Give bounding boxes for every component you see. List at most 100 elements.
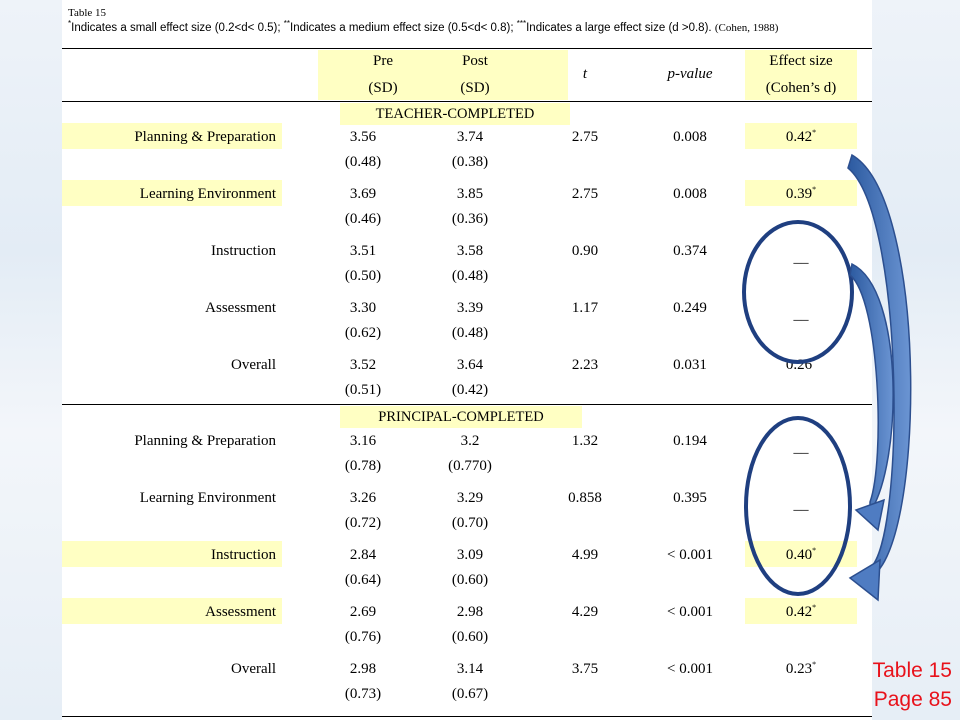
t-value: 0.90 (571, 243, 599, 259)
effect-size: __ (745, 439, 857, 457)
effect-value: 0.26 (785, 357, 813, 373)
effect-size: 0.39* (745, 185, 857, 203)
pre-value: 3.69 (349, 186, 377, 202)
p-value: 0.374 (673, 243, 707, 259)
p-value: 0.194 (673, 433, 707, 449)
small-mark: * (68, 19, 72, 29)
section-rule (62, 404, 872, 405)
post-value: 3.2 (460, 433, 480, 449)
effect-size: __ (745, 496, 857, 514)
post-value: 2.98 (456, 604, 484, 620)
pre-value: 2.98 (349, 661, 377, 677)
effect-size-note: *Indicates a small effect size (0.2<d< 0… (68, 19, 948, 36)
effect-value: 0.42 (785, 129, 813, 145)
col-t: t (582, 66, 588, 82)
col-pre-sd: (SD) (368, 80, 398, 96)
pre-sd: (0.50) (344, 268, 382, 284)
post-sd: (0.38) (451, 154, 489, 170)
row-label: Overall (231, 661, 276, 677)
effect-star: * (812, 128, 817, 137)
effect-star: * (812, 546, 817, 555)
citation: (Cohen, 1988) (714, 22, 779, 34)
col-effect-sub: (Cohen’s d) (765, 80, 837, 96)
p-value: < 0.001 (667, 547, 713, 563)
effect-size: 0.26* (745, 356, 857, 374)
page-note-page: Page 85 (873, 688, 952, 711)
post-value: 3.39 (456, 300, 484, 316)
effect-value: __ (793, 307, 809, 323)
post-value: 3.14 (456, 661, 484, 677)
p-value: 0.395 (673, 490, 707, 506)
post-sd: (0.48) (451, 268, 489, 284)
pre-sd: (0.46) (344, 211, 382, 227)
pre-value: 3.16 (349, 433, 377, 449)
post-value: 3.74 (456, 129, 484, 145)
effect-star: * (812, 603, 817, 612)
post-sd: (0.36) (451, 211, 489, 227)
row-label: Overall (231, 357, 276, 373)
large-mark: *** (516, 19, 527, 29)
p-value: < 0.001 (667, 604, 713, 620)
row-label: Assessment (205, 604, 276, 620)
effect-star: * (812, 185, 817, 194)
t-value: 2.75 (571, 186, 599, 202)
row-highlight (62, 180, 282, 206)
t-value: 3.75 (571, 661, 599, 677)
effect-star: * (812, 356, 817, 365)
post-value: 3.09 (456, 547, 484, 563)
row-label: Learning Environment (139, 186, 276, 202)
col-p: p-value (667, 66, 713, 82)
post-value: 3.29 (456, 490, 484, 506)
pre-sd: (0.78) (344, 458, 382, 474)
post-sd: (0.48) (451, 325, 489, 341)
pre-sd: (0.48) (344, 154, 382, 170)
t-value: 1.32 (571, 433, 599, 449)
pre-sd: (0.73) (344, 686, 382, 702)
col-effect: Effect size (769, 53, 833, 69)
effect-value: __ (793, 497, 809, 513)
p-value: 0.008 (673, 186, 707, 202)
row-label: Instruction (211, 547, 276, 563)
section-highlight (340, 406, 582, 428)
pre-sd: (0.72) (344, 515, 382, 531)
medium-mark: ** (283, 19, 291, 29)
col-post-sd: (SD) (460, 80, 490, 96)
effect-size: 0.40* (745, 546, 857, 564)
pre-sd: (0.62) (344, 325, 382, 341)
post-sd: (0.60) (451, 572, 489, 588)
col-pre: Pre (373, 53, 393, 69)
row-label: Planning & Preparation (134, 129, 276, 145)
col-post: Post (462, 53, 488, 69)
effect-value: 0.23 (785, 661, 813, 677)
effect-highlight (745, 123, 857, 149)
note-large: Indicates a large effect size (d >0.8). (526, 22, 712, 34)
section-highlight (340, 103, 570, 125)
t-value: 4.99 (571, 547, 599, 563)
pre-sd: (0.76) (344, 629, 382, 645)
effect-value: __ (793, 440, 809, 456)
effect-header-highlight (745, 50, 857, 100)
effect-size: 0.42* (745, 603, 857, 621)
top-rule (62, 48, 872, 49)
effect-highlight (745, 598, 857, 624)
effect-value: 0.40 (785, 547, 813, 563)
post-value: 3.58 (456, 243, 484, 259)
table-caption: Table 15 *Indicates a small effect size … (68, 6, 948, 36)
table-label: Table 15 (68, 7, 107, 19)
t-value: 2.23 (571, 357, 599, 373)
p-value: 0.008 (673, 129, 707, 145)
row-label: Instruction (211, 243, 276, 259)
t-value: 4.29 (571, 604, 599, 620)
section-title: TEACHER-COMPLETED (375, 106, 535, 122)
effect-value: 0.42 (785, 604, 813, 620)
post-value: 3.85 (456, 186, 484, 202)
pre-value: 2.84 (349, 547, 377, 563)
pre-value: 3.26 (349, 490, 377, 506)
effect-size: __ (745, 249, 857, 267)
effect-size: 0.23* (745, 660, 857, 678)
section-title: PRINCIPAL-COMPLETED (378, 409, 544, 425)
t-value: 0.858 (568, 490, 602, 506)
pre-value: 3.52 (349, 357, 377, 373)
p-value: < 0.001 (667, 661, 713, 677)
pre-value: 3.30 (349, 300, 377, 316)
